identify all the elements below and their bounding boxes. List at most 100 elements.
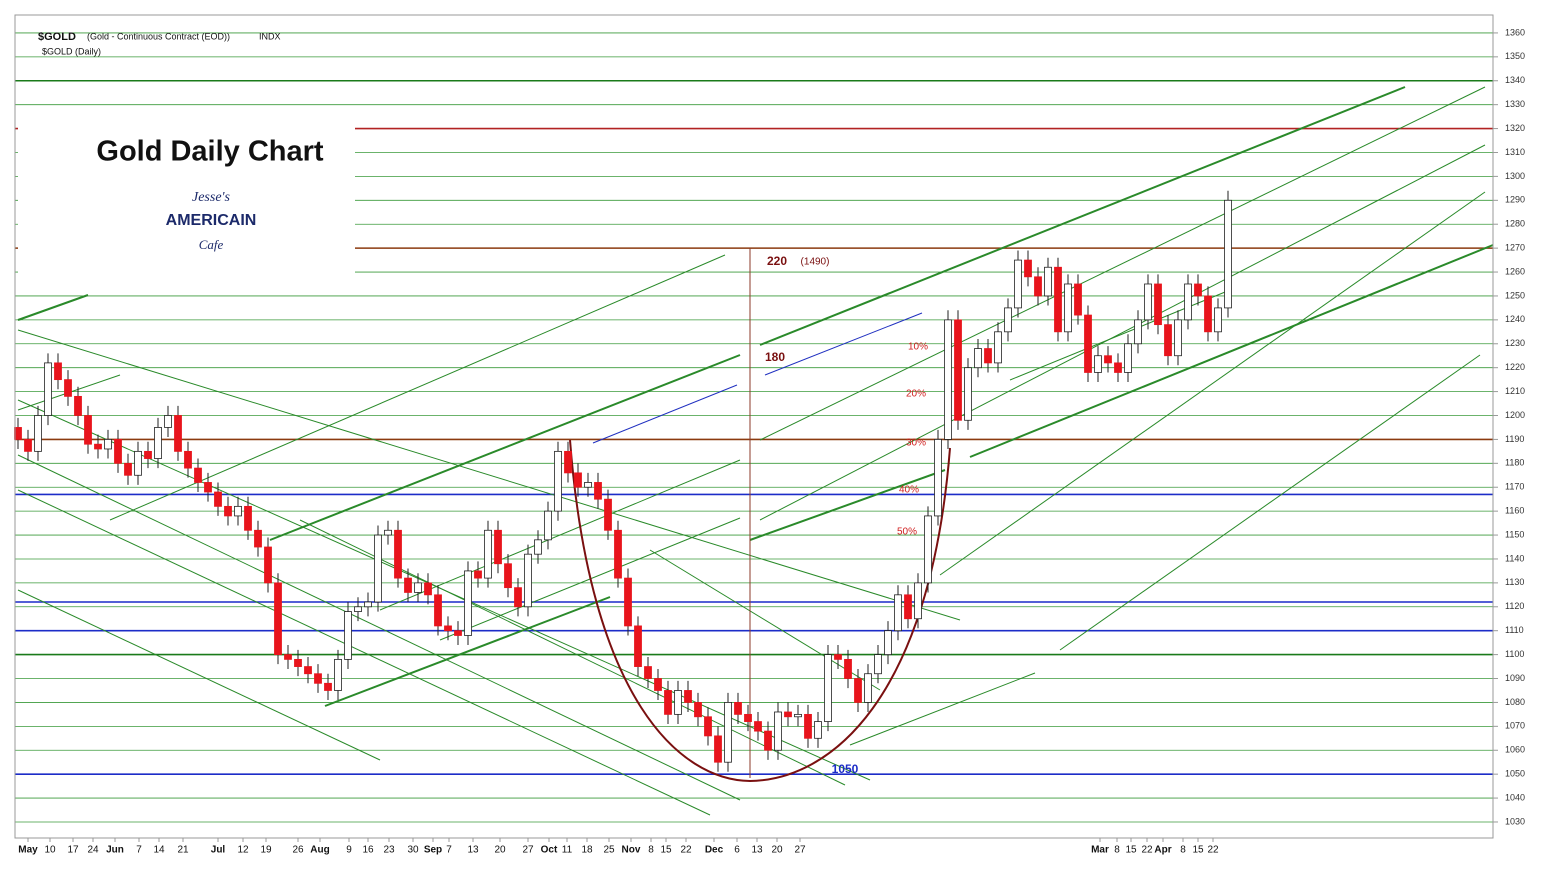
candle-body [724,702,732,763]
candle-body [514,587,522,608]
x-tick-label: 9 [346,845,352,856]
symbol: $GOLD [38,31,76,43]
candle-body [1184,283,1192,321]
x-tick-label: Jul [211,845,226,856]
candle-body [394,529,402,579]
candle-body [174,415,182,452]
candle-body [94,443,102,450]
candle-body [264,546,272,584]
candle-body [274,582,282,656]
y-tick-label: 1150 [1505,529,1524,539]
y-tick-label: 1180 [1505,458,1524,468]
annotation: 1050 [832,762,859,776]
candle-body [594,482,602,500]
candle-body [1094,355,1102,373]
subtitle: $GOLD (Daily) [42,46,101,56]
y-tick-label: 1110 [1505,625,1524,635]
y-tick-label: 1330 [1505,99,1525,109]
candle-body [544,510,552,541]
x-tick-label: 13 [467,845,479,856]
candle-body [994,331,1002,364]
candle-body [14,427,22,440]
candle-body [564,450,572,474]
candle-body [794,713,802,718]
y-tick-label: 1240 [1505,314,1525,324]
x-tick-label: 15 [660,845,672,856]
candle-body [1074,283,1082,316]
x-tick-label: 22 [1207,845,1219,856]
candles [14,190,1232,772]
y-tick-label: 1230 [1505,338,1525,348]
x-tick-label: 16 [362,845,374,856]
candle-body [344,611,352,660]
y-tick-label: 1350 [1505,51,1525,61]
candle-body [604,498,612,531]
candle-body [214,491,222,507]
x-tick-label: Nov [622,845,641,856]
x-tick-label: 12 [237,845,249,856]
candle-body [924,515,932,584]
candle-body [714,735,722,763]
candle-body [864,673,872,703]
candle-body [1134,319,1142,345]
candle-body [194,467,202,483]
candle-body [1064,283,1072,333]
candle-body [184,450,192,469]
candle-body [534,539,542,555]
candle-body [474,570,482,579]
annotation: (1490) [801,257,830,268]
candle-body [144,450,152,459]
candle-body [334,658,342,691]
candle-body [1044,266,1052,297]
candle-body [1004,307,1012,333]
y-tick-label: 1340 [1505,75,1525,85]
y-tick-label: 1070 [1505,721,1525,731]
candle-body [1224,199,1232,309]
candle-body [54,362,62,381]
candle-body [904,594,912,620]
candle-body [1214,307,1222,333]
x-tick-label: 8 [648,845,654,856]
cup-arc [569,439,951,783]
y-tick-label: 1140 [1505,553,1524,563]
y-tick-label: 1030 [1505,816,1525,826]
annotation: 30% [906,438,926,449]
y-tick-label: 1320 [1505,123,1525,133]
candle-body [234,505,242,517]
trend-lines [17,86,1494,816]
x-tick-label: 20 [494,845,506,856]
x-tick-label: Sep [424,845,442,856]
exchange: INDX [259,31,281,41]
candle-body [814,721,822,739]
y-tick-label: 1090 [1505,673,1525,683]
candle-body [204,482,212,493]
logo-line: Jesse's [192,190,231,205]
y-tick-label: 1050 [1505,769,1525,779]
candle-body [894,594,902,632]
candle-body [854,678,862,703]
y-tick-label: 1220 [1505,362,1525,372]
y-tick-label: 1160 [1505,506,1524,516]
x-tick-label: 7 [446,845,452,856]
x-tick-label: 7 [136,845,142,856]
x-tick-label: 26 [292,845,304,856]
x-tick-label: Oct [541,845,558,856]
x-tick-label: Apr [1154,845,1171,856]
candle-body [74,395,82,416]
candle-body [464,570,472,636]
candle-body [804,713,812,739]
annotation: 220 [767,254,787,268]
x-tick-label: 6 [734,845,740,856]
candle-body [1124,343,1132,373]
candle-body [114,439,122,464]
y-tick-label: 1280 [1505,219,1525,229]
y-tick-label: 1170 [1505,482,1524,492]
x-tick-label: 10 [44,845,56,856]
candle-body [734,702,742,715]
y-tick-label: 1120 [1505,601,1524,611]
candle-body [354,606,362,612]
candle-body [154,427,162,459]
candle-body [104,439,112,450]
annotation: 20% [906,389,926,400]
